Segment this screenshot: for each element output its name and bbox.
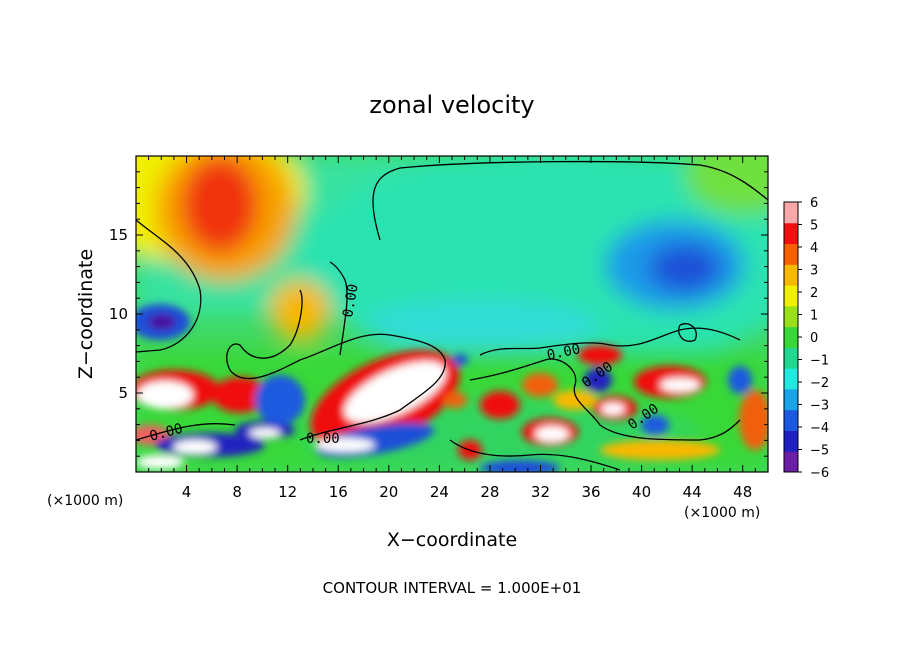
colorbar-label: 1 [810,309,818,324]
colorbar-label: −6 [810,466,829,481]
colorbar-swatch [784,243,798,265]
colorbar-label: 6 [810,196,818,211]
colorbar-label: 5 [810,219,818,234]
colorbar-label: −4 [810,421,829,436]
x-axis: 4 8 12 16 20 24 28 32 36 40 44 48 [148,156,756,501]
x-tick-label: 48 [733,483,752,501]
colorbar-label: −2 [810,376,829,391]
colorbar-label: 4 [810,241,818,256]
x-tick-label: 4 [182,483,192,501]
contour-label-4: 0.00 [546,341,582,364]
x-tick-label: 24 [430,483,449,501]
colorbar-swatch [784,430,798,452]
colorbar-label: 2 [810,286,818,301]
colorbar-label: 0 [810,331,818,346]
chart-title: zonal velocity [369,91,534,119]
colorbar-swatch [784,368,798,390]
colorbar-swatch [784,388,798,411]
heatmap-field [136,156,768,472]
contour-label-1: 0.00 [340,283,362,319]
x-tick-label: 36 [581,483,600,501]
y-tick-label: 10 [109,305,128,323]
colorbar-label: −5 [810,444,829,459]
y-tick-label: 15 [109,226,128,244]
colorbar: 6 5 4 3 2 1 0 −1 −2 −3 −4 −5 −6 [783,196,829,481]
colorbar-label: −1 [810,354,829,369]
colorbar-swatch [784,326,798,348]
colorbar-label: 3 [810,264,818,279]
x-unit-left: (×1000 m) [47,493,123,509]
colorbar-swatch [784,347,798,369]
x-tick-label: 16 [329,483,348,501]
x-tick-label: 28 [480,483,499,501]
x-tick-label: 32 [531,483,550,501]
colorbar-swatch [784,285,798,307]
x-unit-right: (×1000 m) [684,505,760,521]
x-axis-label: X−coordinate [387,529,517,551]
x-tick-label: 44 [683,483,702,501]
colorbar-swatch [784,409,798,431]
y-tick-label: 5 [118,384,128,402]
y-axis: 5 10 15 [109,171,768,457]
colorbar-label: −3 [810,399,829,414]
x-tick-label: 20 [379,483,398,501]
colorbar-swatch [784,222,798,245]
zero-contours [136,160,768,471]
contour-interval-note: CONTOUR INTERVAL = 1.000E+01 [323,579,582,597]
x-tick-label: 8 [232,483,242,501]
x-tick-label: 12 [278,483,297,501]
colorbar-swatch [784,451,798,473]
colorbar-swatch [784,305,798,328]
contour-label-3: 0.00 [306,431,340,447]
y-axis-label: Z−coordinate [75,249,97,379]
colorbar-swatch [784,264,798,286]
x-tick-label: 40 [632,483,651,501]
colorbar-swatch [784,202,798,224]
